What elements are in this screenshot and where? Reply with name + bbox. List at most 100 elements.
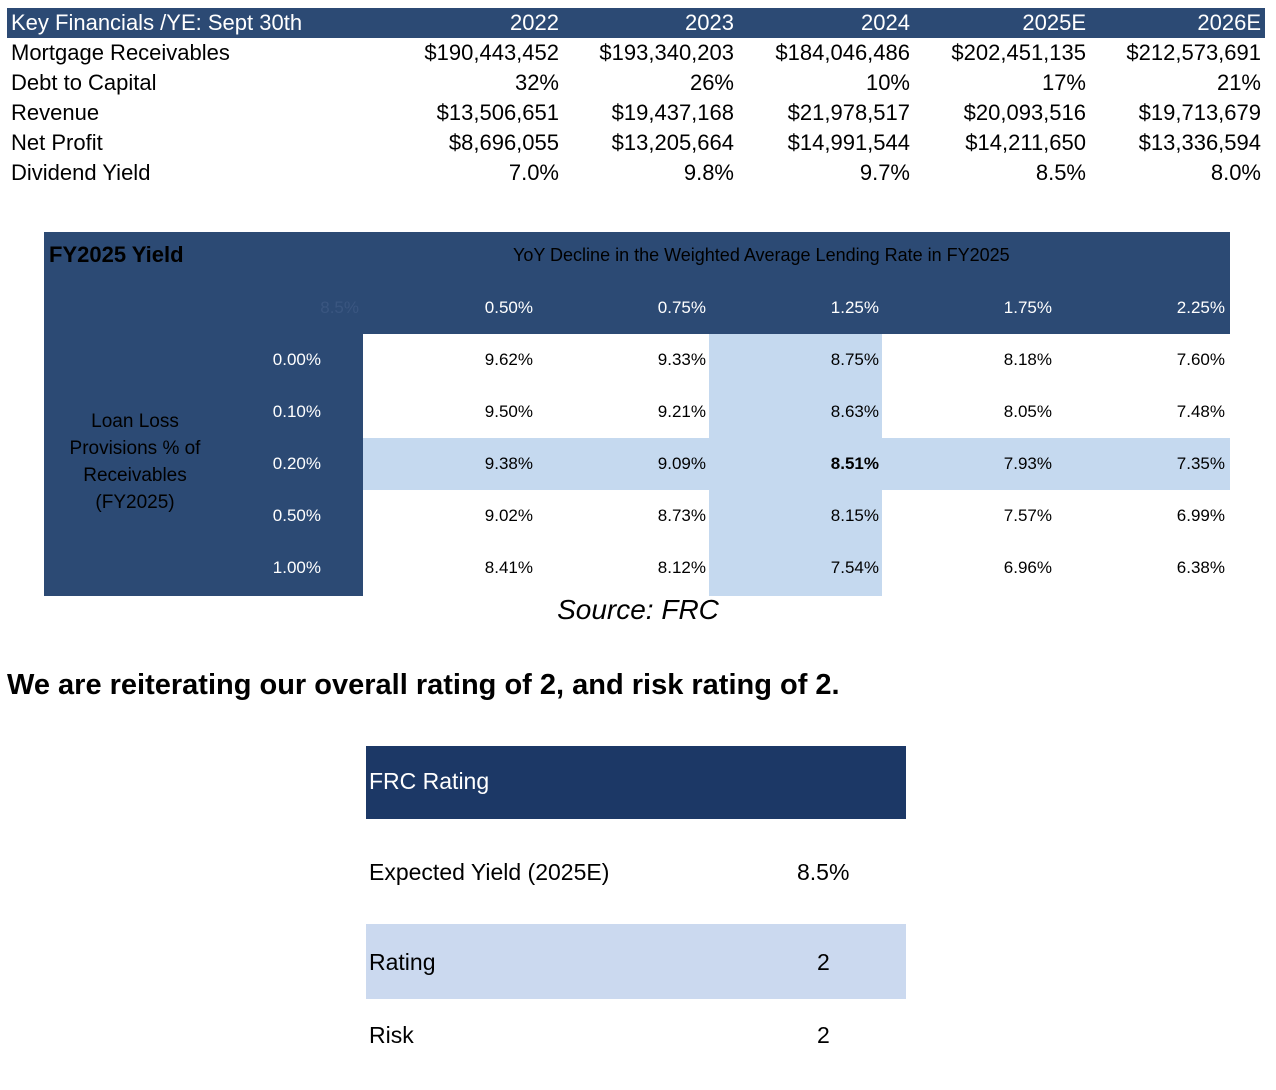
rating-row-highlight [366, 924, 906, 999]
sensitivity-cell: 8.18% [1003, 350, 1052, 369]
sensitivity-cell: 8.05% [1003, 402, 1052, 421]
table-row: Mortgage Receivables $190,443,452 $193,3… [7, 38, 1265, 68]
sensitivity-cell: 9.62% [484, 350, 533, 369]
sensitivity-cell: 7.60% [1176, 350, 1225, 369]
row-header: 0.50% [272, 506, 321, 525]
row-header: 0.10% [272, 402, 321, 421]
table-cell: $14,991,544 [787, 130, 910, 155]
column-header: 1.75% [1003, 298, 1052, 317]
header-label: Key Financials /YE: Sept 30th [11, 10, 303, 35]
table-cell: $20,093,516 [963, 100, 1086, 125]
sensitivity-cell: 8.41% [484, 558, 533, 577]
row-label: Revenue [11, 100, 100, 125]
sensitivity-base-case-cell: 8.51% [830, 454, 879, 473]
sensitivity-cell: 7.48% [1176, 402, 1225, 421]
table-cell: 21% [1216, 70, 1261, 95]
header-year-2025e: 2025E [1022, 10, 1086, 35]
table-cell: $13,506,651 [436, 100, 559, 125]
sensitivity-cell: 7.93% [1003, 454, 1052, 473]
row-axis-label-line: (FY2025) [95, 492, 175, 513]
source-caption: Source: FRC [557, 594, 719, 625]
sensitivity-row-header-panel [44, 334, 363, 596]
rating-value: 2 [817, 949, 830, 975]
table-cell: $190,443,452 [424, 40, 559, 65]
table-cell: $19,713,679 [1138, 100, 1261, 125]
risk-value: 2 [817, 1022, 830, 1048]
row-label: Net Profit [11, 130, 103, 155]
yield-sensitivity-table: FY2025 Yield YoY Decline in the Weighted… [44, 232, 1230, 596]
sensitivity-cell: 9.50% [484, 402, 533, 421]
sensitivity-cell: 6.99% [1176, 506, 1225, 525]
sensitivity-corner-value: 8.5% [320, 298, 359, 317]
sensitivity-cell: 9.09% [657, 454, 706, 473]
table-cell: 9.7% [859, 160, 910, 185]
frc-rating-title: FRC Rating [369, 768, 490, 794]
table-cell: 7.0% [508, 160, 559, 185]
column-header: 1.25% [830, 298, 879, 317]
header-year-2024: 2024 [861, 10, 910, 35]
rating-label: Rating [369, 949, 436, 975]
table-cell: $14,211,650 [965, 130, 1086, 155]
table-cell: 9.8% [683, 160, 734, 185]
frc-rating-box: FRC Rating Expected Yield (2025E) 8.5% R… [366, 746, 906, 1072]
sensitivity-cell: 8.12% [657, 558, 706, 577]
row-axis-label-line: Loan Loss [91, 411, 179, 432]
sensitivity-cell: 7.35% [1176, 454, 1225, 473]
row-header: 1.00% [272, 558, 321, 577]
table-cell: 17% [1041, 70, 1086, 95]
table-cell: 32% [514, 70, 559, 95]
sensitivity-cell: 8.63% [830, 402, 879, 421]
row-header: 0.00% [272, 350, 321, 369]
row-label: Mortgage Receivables [11, 40, 230, 65]
table-cell: $19,437,168 [611, 100, 734, 125]
sensitivity-cell: 9.21% [657, 402, 706, 421]
row-axis-label-line: Provisions % of [69, 438, 201, 459]
risk-label: Risk [369, 1022, 414, 1048]
column-header: 2.25% [1176, 298, 1225, 317]
table-cell: 8.0% [1210, 160, 1261, 185]
table-cell: 8.5% [1035, 160, 1086, 185]
sensitivity-cell: 7.54% [830, 558, 879, 577]
sensitivity-cell: 9.33% [657, 350, 706, 369]
header-year-2023: 2023 [685, 10, 734, 35]
frc-rating-header [366, 746, 906, 819]
column-header: 0.75% [657, 298, 706, 317]
header-year-2022: 2022 [510, 10, 559, 35]
table-cell: $193,340,203 [599, 40, 734, 65]
sensitivity-cell: 8.75% [830, 350, 879, 369]
sensitivity-cell: 8.73% [657, 506, 706, 525]
sensitivity-header [44, 232, 1230, 334]
table-cell: 10% [865, 70, 910, 95]
sensitivity-cell: 6.96% [1003, 558, 1052, 577]
table-row: Revenue $13,506,651 $19,437,168 $21,978,… [7, 98, 1265, 128]
table-cell: $13,336,594 [1138, 130, 1261, 155]
row-axis-label: Loan Loss Provisions % of Receivables (F… [44, 408, 226, 516]
table-row: Net Profit $8,696,055 $13,205,664 $14,99… [7, 128, 1265, 158]
rating-statement: We are reiterating our overall rating of… [7, 669, 840, 701]
sensitivity-title: FY2025 Yield [49, 242, 184, 267]
row-label: Debt to Capital [11, 70, 157, 95]
table-cell: $184,046,486 [775, 40, 910, 65]
column-header: 0.50% [484, 298, 533, 317]
table-cell: 26% [689, 70, 734, 95]
sensitivity-cell: 9.38% [484, 454, 533, 473]
expected-yield-label: Expected Yield (2025E) [369, 859, 610, 885]
table-cell: $202,451,135 [951, 40, 1086, 65]
row-axis-label-line: Receivables [83, 465, 187, 486]
table-cell: $212,573,691 [1126, 40, 1261, 65]
table-cell: $8,696,055 [448, 130, 559, 155]
expected-yield-value: 8.5% [797, 859, 850, 885]
sensitivity-cell: 6.38% [1176, 558, 1225, 577]
table-row: Dividend Yield 7.0% 9.8% 9.7% 8.5% 8.0% [7, 158, 1265, 188]
table-cell: $13,205,664 [611, 130, 734, 155]
sensitivity-cell: 7.57% [1003, 506, 1052, 525]
key-financials-header-row: Key Financials /YE: Sept 30th 2022 2023 … [7, 8, 1265, 38]
sensitivity-cell: 8.15% [830, 506, 879, 525]
sensitivity-subtitle: YoY Decline in the Weighted Average Lend… [513, 245, 1010, 265]
row-label: Dividend Yield [11, 160, 151, 185]
key-financials-table: Key Financials /YE: Sept 30th 2022 2023 … [7, 8, 1265, 188]
header-year-2026e: 2026E [1197, 10, 1261, 35]
sensitivity-cell: 9.02% [484, 506, 533, 525]
row-header: 0.20% [272, 454, 321, 473]
highlight-row [363, 438, 1230, 490]
